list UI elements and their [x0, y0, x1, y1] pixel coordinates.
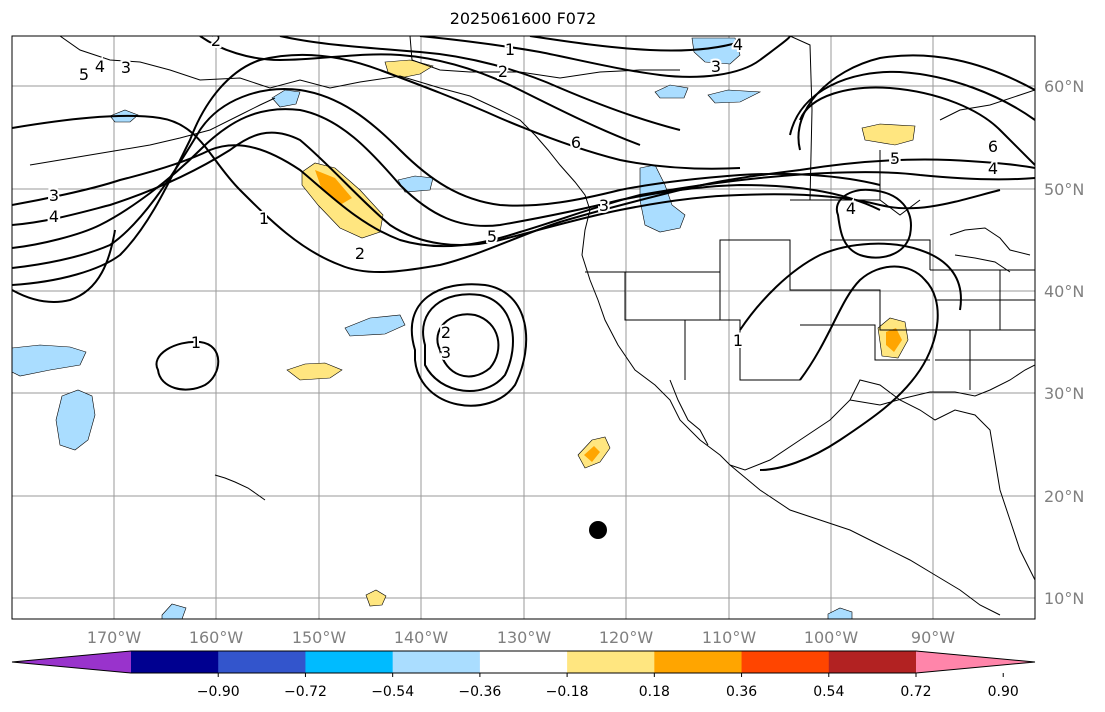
colorbar-box: [131, 651, 219, 673]
shaded-region: [12, 344, 87, 377]
contour-label: 2: [498, 62, 508, 81]
contour-label: 5: [487, 227, 497, 246]
contour-label: 6: [571, 133, 581, 152]
shaded-anomaly-patches: [12, 37, 916, 619]
colorbar-tick-label: 0.36: [726, 684, 757, 700]
shaded-region: [584, 446, 600, 462]
colorbar-box: [305, 651, 394, 673]
latitude-label: 10°N: [1044, 589, 1084, 608]
location-marker: [589, 521, 607, 539]
longitude-label: 150°W: [292, 628, 347, 647]
contour-label: 3: [711, 57, 721, 76]
latitude-label: 50°N: [1044, 180, 1084, 199]
contour-label: 3: [121, 58, 131, 77]
shaded-region: [654, 84, 689, 99]
map-title: 2025061600 F072: [449, 9, 597, 28]
colorbar-tick-label: 0.72: [900, 684, 931, 700]
contour-label: 4: [49, 207, 59, 226]
shaded-region: [886, 328, 902, 352]
contour-label: 4: [95, 57, 105, 76]
contour-label: 2: [211, 31, 221, 50]
colorbar-box: [741, 651, 830, 673]
colorbar-box: [567, 651, 655, 673]
shaded-region: [365, 589, 387, 607]
longitude-label: 140°W: [394, 628, 449, 647]
contour-labels: 1 2 3 4 5 6 1 2 3 4 5 1 2 3 4 5 6 1 2 3 …: [47, 31, 1000, 364]
contour-label: 1: [191, 333, 201, 352]
colorbar-tick-label: 0.90: [988, 684, 1019, 700]
colorbar-box: [479, 651, 568, 673]
longitude-label: 130°W: [497, 628, 552, 647]
map-frame: [11, 35, 1036, 620]
shaded-region: [286, 362, 343, 381]
shaded-region: [707, 89, 762, 104]
contour-label: 5: [79, 65, 89, 84]
longitude-label: 120°W: [599, 628, 654, 647]
latitude-axis: 60°N 50°N 40°N 30°N 20°N 10°N: [1044, 77, 1084, 608]
contour-label: 3: [49, 186, 59, 205]
colorbar-tick-label: −0.36: [458, 684, 501, 700]
shaded-region: [315, 170, 352, 205]
contour-label: 2: [355, 244, 365, 263]
contour-label: 1: [733, 331, 743, 350]
shaded-region: [861, 123, 916, 146]
shaded-region: [271, 89, 301, 108]
shaded-region: [161, 603, 187, 619]
colorbar-box: [392, 651, 481, 673]
colorbar-tick-label: −0.72: [284, 684, 327, 700]
colorbar: [11, 650, 1036, 674]
colorbar-ticks: −0.90 −0.72 −0.54 −0.36 −0.18 0.18 0.36 0.54 0.7…: [197, 673, 1019, 700]
contour-label: 4: [846, 199, 856, 218]
contour-label: 3: [599, 196, 609, 215]
longitude-label: 100°W: [804, 628, 859, 647]
longitude-label: 170°W: [87, 628, 142, 647]
longitude-label: 160°W: [189, 628, 244, 647]
contour-label: 4: [733, 35, 743, 54]
colorbar-box: [828, 651, 917, 673]
colorbar-tick-label: 0.54: [813, 684, 844, 700]
latitude-label: 40°N: [1044, 282, 1084, 301]
shaded-region: [55, 389, 96, 451]
contour-label: 4: [988, 159, 998, 178]
contour-label: 1: [259, 209, 269, 228]
colorbar-box: [218, 651, 306, 673]
shaded-region: [344, 314, 406, 337]
colorbar-extend-max: [916, 651, 1035, 673]
shaded-region: [639, 164, 686, 233]
longitude-label: 90°W: [911, 628, 955, 647]
contour-label: 1: [505, 40, 515, 59]
latitude-label: 30°N: [1044, 384, 1084, 403]
colorbar-box: [654, 651, 743, 673]
contour-label: 2: [441, 323, 451, 342]
longitude-label: 110°W: [702, 628, 757, 647]
contour-label: 3: [441, 343, 451, 362]
colorbar-extend-min: [12, 651, 131, 673]
shaded-region: [827, 607, 853, 619]
colorbar-tick-label: −0.90: [197, 684, 240, 700]
gridlines: [12, 36, 1035, 619]
colorbar-tick-label: −0.54: [371, 684, 414, 700]
contour-label: 6: [988, 137, 998, 156]
contour-lines: [12, 36, 1035, 471]
contour-label: 5: [890, 149, 900, 168]
latitude-label: 60°N: [1044, 77, 1084, 96]
longitude-axis: 170°W 160°W 150°W 140°W 130°W 120°W 110°…: [87, 628, 955, 647]
colorbar-tick-label: −0.18: [546, 684, 589, 700]
colorbar-tick-label: 0.18: [639, 684, 670, 700]
latitude-label: 20°N: [1044, 487, 1084, 506]
colorbar-outline: [11, 650, 1036, 674]
